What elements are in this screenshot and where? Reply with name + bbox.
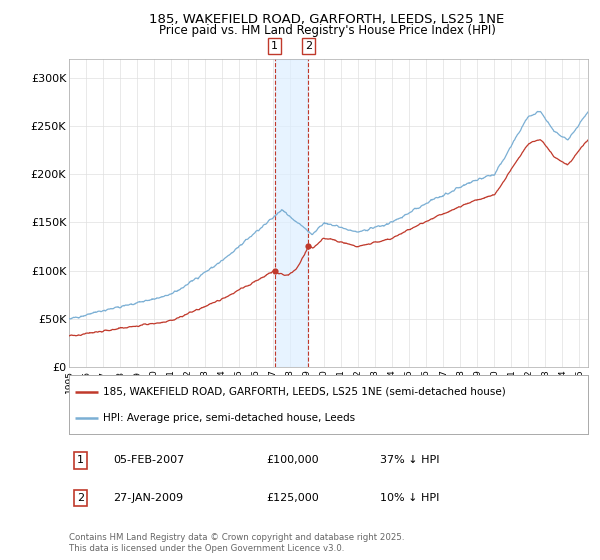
- Text: 185, WAKEFIELD ROAD, GARFORTH, LEEDS, LS25 1NE (semi-detached house): 185, WAKEFIELD ROAD, GARFORTH, LEEDS, LS…: [103, 386, 505, 396]
- Text: 10% ↓ HPI: 10% ↓ HPI: [380, 493, 440, 503]
- Text: 27-JAN-2009: 27-JAN-2009: [113, 493, 183, 503]
- Text: 2: 2: [305, 41, 312, 51]
- Text: £100,000: £100,000: [266, 455, 319, 465]
- Text: 05-FEB-2007: 05-FEB-2007: [113, 455, 184, 465]
- Bar: [275, 59, 308, 367]
- Text: Price paid vs. HM Land Registry's House Price Index (HPI): Price paid vs. HM Land Registry's House …: [158, 24, 496, 38]
- Text: Contains HM Land Registry data © Crown copyright and database right 2025.
This d: Contains HM Land Registry data © Crown c…: [69, 534, 404, 553]
- Text: 37% ↓ HPI: 37% ↓ HPI: [380, 455, 440, 465]
- Text: 2: 2: [77, 493, 84, 503]
- Text: £125,000: £125,000: [266, 493, 319, 503]
- Text: 185, WAKEFIELD ROAD, GARFORTH, LEEDS, LS25 1NE: 185, WAKEFIELD ROAD, GARFORTH, LEEDS, LS…: [149, 13, 505, 26]
- Text: 1: 1: [77, 455, 84, 465]
- Text: 1: 1: [271, 41, 278, 51]
- Text: HPI: Average price, semi-detached house, Leeds: HPI: Average price, semi-detached house,…: [103, 413, 355, 423]
